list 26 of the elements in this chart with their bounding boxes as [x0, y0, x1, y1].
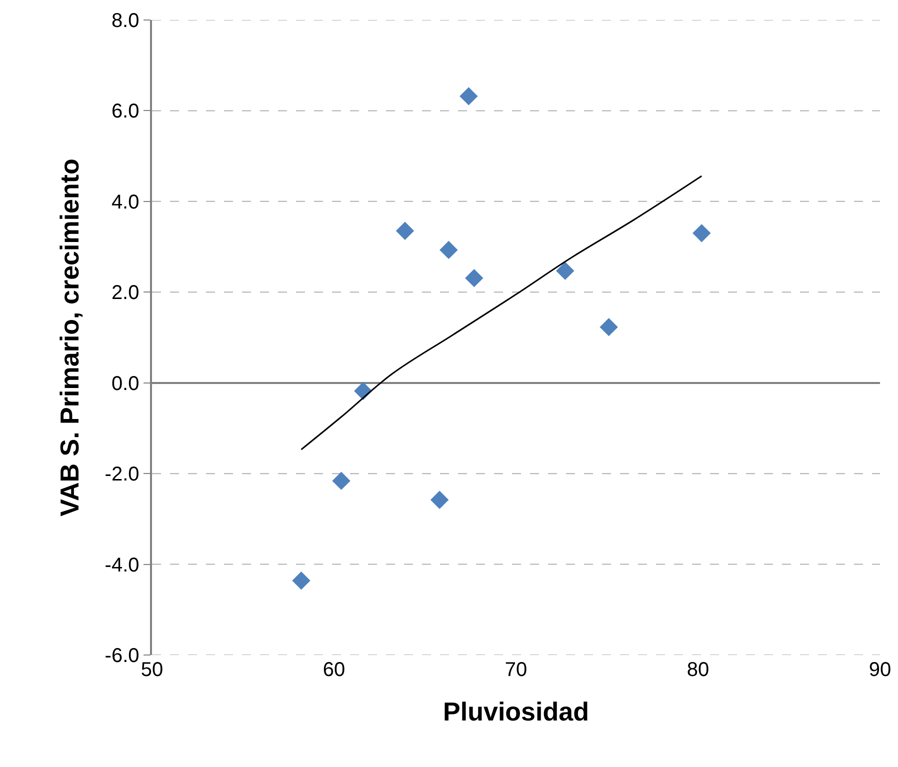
- x-tick-label: 80: [686, 659, 710, 681]
- y-tick-label: 0.0: [111, 372, 140, 395]
- y-tick-label: 2.0: [111, 282, 140, 304]
- y-tick-label: -2.0: [104, 464, 140, 486]
- point: [556, 262, 574, 280]
- point: [460, 87, 478, 106]
- y-tick-label: 4.0: [111, 191, 140, 214]
- point: [332, 472, 350, 490]
- y-tick-label: -6.0: [104, 645, 140, 667]
- y-axis-title: VAB S. Primario, crecimiento: [54, 158, 85, 516]
- point: [600, 318, 618, 336]
- y-tick-label: 6.0: [111, 100, 140, 123]
- point: [430, 490, 449, 509]
- x-tick-label: 90: [868, 659, 892, 681]
- point: [396, 222, 414, 240]
- point: [440, 240, 458, 260]
- x-axis-title: Pluviosidad: [443, 696, 589, 727]
- y-tick-label: -4.0: [104, 554, 140, 576]
- point: [292, 572, 310, 590]
- line-series: [300, 175, 702, 450]
- point: [465, 268, 484, 288]
- x-tick-label: 60: [322, 659, 346, 681]
- x-tick-label: 50: [140, 659, 164, 681]
- x-tick-label: 70: [504, 659, 528, 681]
- y-tick-label: 8.0: [111, 10, 140, 32]
- point: [692, 224, 711, 242]
